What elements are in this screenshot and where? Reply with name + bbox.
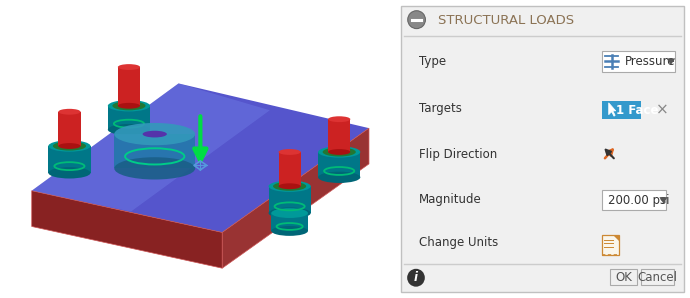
Ellipse shape bbox=[118, 103, 140, 109]
Text: Targets: Targets bbox=[419, 102, 462, 115]
FancyBboxPatch shape bbox=[642, 269, 674, 285]
Text: Cancel: Cancel bbox=[638, 271, 678, 284]
Ellipse shape bbox=[279, 149, 301, 155]
Ellipse shape bbox=[323, 148, 356, 156]
Ellipse shape bbox=[318, 146, 360, 158]
FancyBboxPatch shape bbox=[611, 269, 637, 285]
Text: Magnitude: Magnitude bbox=[419, 193, 482, 206]
Polygon shape bbox=[613, 235, 619, 241]
FancyBboxPatch shape bbox=[602, 101, 642, 119]
Ellipse shape bbox=[108, 100, 150, 111]
Text: i: i bbox=[414, 271, 418, 284]
Ellipse shape bbox=[143, 131, 167, 137]
Circle shape bbox=[408, 11, 426, 29]
Text: Flip Direction: Flip Direction bbox=[419, 148, 497, 162]
Polygon shape bbox=[108, 106, 150, 130]
FancyBboxPatch shape bbox=[402, 6, 684, 292]
FancyBboxPatch shape bbox=[602, 235, 619, 255]
Circle shape bbox=[407, 269, 425, 287]
Polygon shape bbox=[271, 213, 308, 231]
Ellipse shape bbox=[53, 142, 86, 150]
Ellipse shape bbox=[318, 172, 360, 183]
Ellipse shape bbox=[48, 140, 90, 152]
Polygon shape bbox=[115, 134, 195, 168]
Polygon shape bbox=[32, 191, 222, 268]
Ellipse shape bbox=[115, 157, 195, 179]
Polygon shape bbox=[32, 83, 369, 232]
Polygon shape bbox=[660, 197, 668, 204]
Polygon shape bbox=[328, 119, 351, 152]
Ellipse shape bbox=[48, 167, 90, 179]
FancyBboxPatch shape bbox=[602, 51, 676, 72]
Polygon shape bbox=[32, 83, 270, 212]
Polygon shape bbox=[268, 186, 310, 213]
Polygon shape bbox=[118, 67, 140, 106]
Ellipse shape bbox=[273, 182, 306, 191]
Polygon shape bbox=[667, 58, 676, 65]
Polygon shape bbox=[222, 128, 369, 268]
Polygon shape bbox=[609, 103, 615, 116]
Text: ×: × bbox=[656, 103, 669, 118]
Ellipse shape bbox=[115, 123, 195, 145]
Ellipse shape bbox=[108, 124, 150, 135]
Polygon shape bbox=[279, 152, 301, 186]
Text: Type: Type bbox=[419, 55, 446, 68]
Ellipse shape bbox=[268, 207, 310, 219]
Text: Pressure: Pressure bbox=[624, 55, 675, 68]
Polygon shape bbox=[48, 146, 90, 173]
Text: STRUCTURAL LOADS: STRUCTURAL LOADS bbox=[438, 14, 574, 27]
Ellipse shape bbox=[268, 181, 310, 192]
Ellipse shape bbox=[328, 149, 351, 155]
Polygon shape bbox=[318, 152, 360, 177]
Ellipse shape bbox=[118, 64, 140, 70]
Text: OK: OK bbox=[615, 271, 632, 284]
FancyBboxPatch shape bbox=[602, 190, 667, 210]
Ellipse shape bbox=[328, 116, 351, 122]
Text: 1 Face: 1 Face bbox=[615, 104, 658, 117]
Ellipse shape bbox=[112, 101, 146, 110]
Text: 200.00 psi: 200.00 psi bbox=[608, 194, 669, 207]
Ellipse shape bbox=[271, 208, 308, 218]
Ellipse shape bbox=[271, 226, 308, 236]
Text: Change Units: Change Units bbox=[419, 236, 498, 249]
Polygon shape bbox=[59, 112, 81, 146]
Ellipse shape bbox=[279, 183, 301, 189]
Ellipse shape bbox=[59, 143, 81, 149]
Ellipse shape bbox=[59, 109, 81, 115]
